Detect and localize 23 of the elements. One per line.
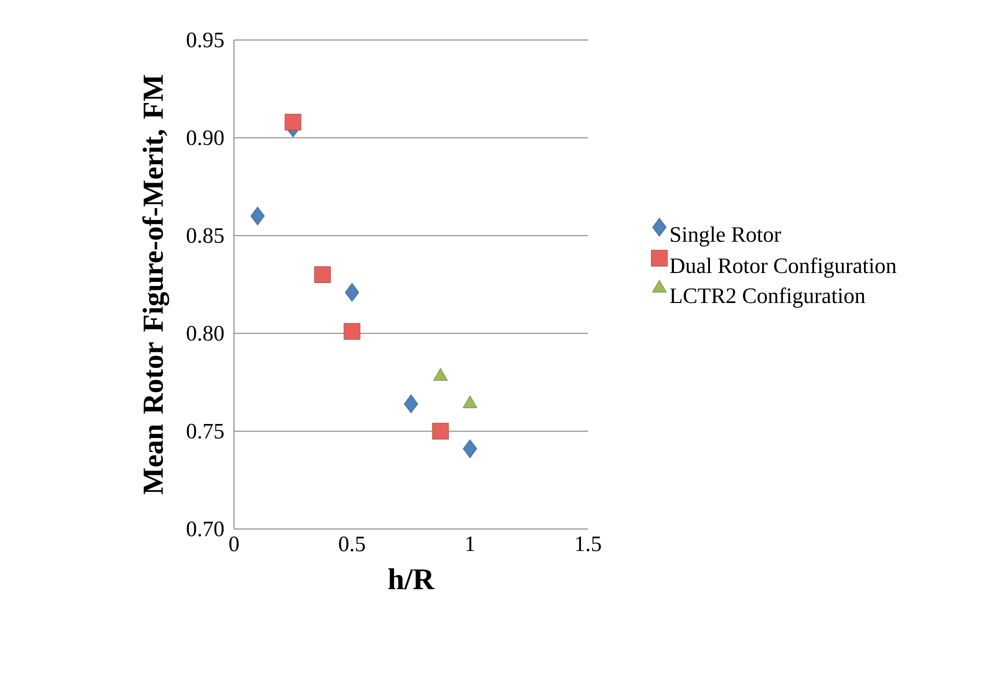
x-axis-title: h/R: [388, 568, 435, 590]
y-tick-label: 0.80: [186, 326, 224, 341]
x-tick-label: 0.5: [339, 536, 365, 552]
x-tick-label: 1: [466, 536, 474, 552]
point: [432, 422, 449, 440]
point: [314, 266, 331, 284]
x-tick-label: 1.5: [576, 536, 601, 552]
point: [404, 394, 418, 414]
y-tick-label: 0.95: [186, 32, 224, 48]
point: [344, 283, 360, 302]
x-tick-label: 0: [229, 536, 239, 552]
y-tick-label: 0.70: [186, 522, 224, 536]
point: [250, 206, 265, 226]
point: [344, 323, 360, 340]
legend-label: LCTR2 Configuration: [670, 287, 866, 308]
point: [284, 114, 302, 130]
point: [462, 440, 478, 458]
y-tick-label: 0.85: [186, 228, 224, 244]
legend-label: Single Rotor: [670, 226, 782, 246]
legend-label: Dual Rotor Configuration: [670, 257, 896, 278]
y-axis-title: Mean Rotor Figure-of-Merit, FM: [142, 75, 170, 494]
y-tick-label: 0.75: [186, 424, 224, 439]
y-tick-label: 0.90: [186, 130, 224, 146]
